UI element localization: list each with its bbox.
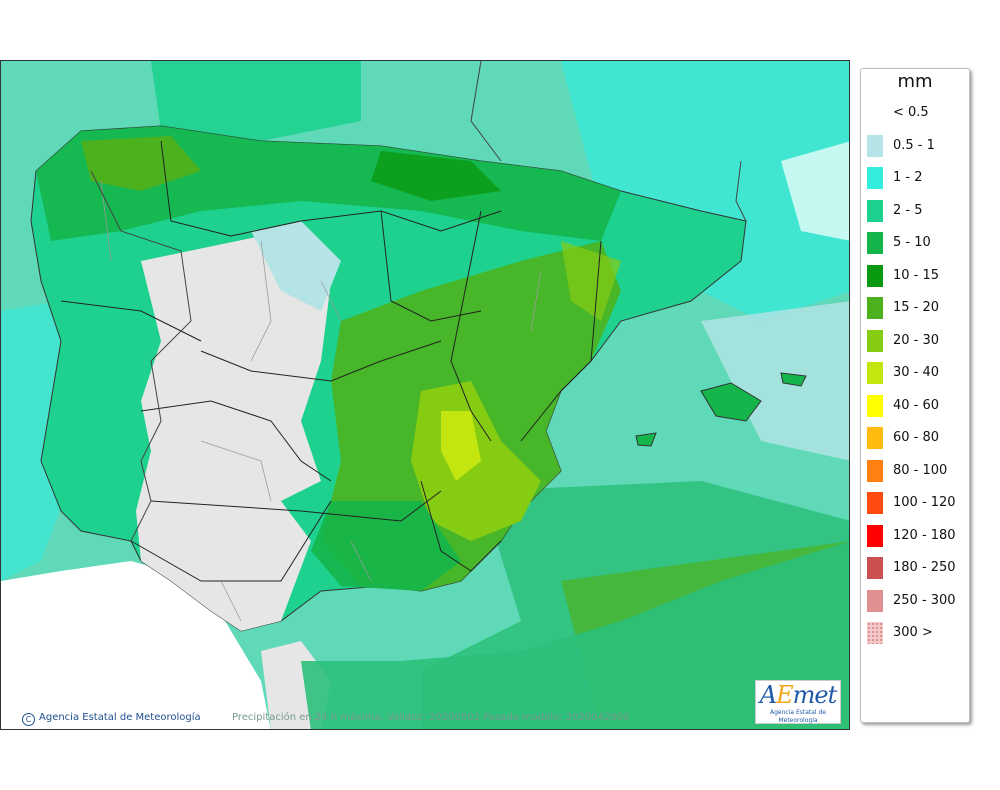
- sea-white-patch-ne: [781, 141, 849, 241]
- legend-swatch: [867, 297, 883, 319]
- legend-label: 250 - 300: [893, 592, 956, 608]
- regional-borders: [60, 140, 602, 582]
- legend-item: 30 - 40: [865, 362, 965, 384]
- legend-swatch: [867, 102, 883, 124]
- legend-item: 250 - 300: [865, 589, 965, 612]
- portugal-border: [90, 170, 192, 542]
- legend-label: 30 - 40: [893, 365, 940, 380]
- legend-swatch: [867, 622, 883, 644]
- legend-swatch: [867, 492, 883, 514]
- legend-item: 15 - 20: [865, 297, 965, 319]
- legend-swatch: [867, 524, 883, 547]
- cantabria-green: [371, 151, 501, 201]
- south-east-green: [311, 501, 461, 591]
- legend-item: 60 - 80: [865, 427, 965, 449]
- legend-label: 300 >: [893, 625, 933, 640]
- legend-label: 1 - 2: [893, 170, 923, 185]
- legend-label: 20 - 30: [893, 332, 940, 348]
- legend-swatch: [867, 394, 883, 417]
- legend-label: 5 - 10: [893, 235, 931, 250]
- light-cyan-patch-centre: [251, 221, 341, 311]
- galicia-green: [81, 136, 201, 191]
- legend-swatch: [867, 232, 883, 254]
- ibiza-island: [635, 432, 657, 447]
- legend-item: 100 - 120: [865, 492, 965, 514]
- legend-label: 15 - 20: [893, 300, 940, 315]
- france-east-coast: [735, 160, 747, 222]
- legend-swatch: [867, 589, 883, 612]
- legend-label: 120 - 180: [893, 527, 956, 543]
- legend-label: 180 - 250: [893, 560, 956, 575]
- credit-text: Agencia Estatal de Meteorología: [39, 712, 201, 723]
- precipitation-map: [0, 60, 850, 730]
- france-coast: [470, 61, 502, 162]
- legend-label: 100 - 120: [893, 495, 956, 510]
- sea-green-patch-n: [151, 61, 361, 141]
- sea-light-patch-e: [701, 301, 849, 461]
- legend-swatch: [867, 557, 883, 579]
- legend-label: 10 - 15: [893, 267, 940, 283]
- menorca-island: [780, 372, 807, 387]
- dry-interior-west: [136, 236, 331, 631]
- legend-swatch: [867, 329, 883, 352]
- logo-mark: AEmet: [759, 681, 837, 709]
- catalonia-yellowgreen: [561, 241, 621, 321]
- legend-item: 180 - 250: [865, 557, 965, 579]
- legend-label: 0.5 - 1: [893, 137, 935, 153]
- legend-item: 2 - 5: [865, 199, 965, 222]
- legend-unit: mm: [897, 71, 933, 92]
- sea-cyan-patch-ne: [561, 61, 849, 321]
- legend-swatch: [867, 134, 883, 157]
- legend-item: < 0.5: [865, 102, 965, 124]
- legend-swatch: [867, 264, 883, 287]
- africa-green-area: [301, 541, 849, 729]
- legend-item: 120 - 180: [865, 524, 965, 547]
- legend-label: 60 - 80: [893, 430, 940, 445]
- legend-item: 80 - 100: [865, 459, 965, 482]
- legend-label: 2 - 5: [893, 202, 923, 218]
- provincial-borders: [100, 180, 542, 622]
- levante-yellow-patch: [441, 411, 481, 481]
- legend-swatch: [867, 167, 883, 189]
- legend-swatch: [867, 362, 883, 384]
- map-caption: Precipitación en 24 h máxima. Validez: 2…: [232, 712, 630, 723]
- precipitation-legend: mm < 0.5 0.5 - 1 1 - 2 2 - 5 5 - 10 10 - 15 15…: [860, 68, 970, 723]
- legend-label: 40 - 60: [893, 397, 940, 413]
- agency-credit: C Agencia Estatal de Meteorología: [22, 712, 201, 726]
- legend-item: 300 >: [865, 622, 965, 644]
- legend-item: 20 - 30: [865, 329, 965, 352]
- legend-swatch: [867, 199, 883, 222]
- legend-label: < 0.5: [893, 105, 929, 120]
- legend-item: 40 - 60: [865, 394, 965, 417]
- legend-item: 5 - 10: [865, 232, 965, 254]
- aemet-logo: AEmet Agencia Estatal de Meteorología: [755, 680, 841, 724]
- legend-swatch: [867, 459, 883, 482]
- map-canvas: [1, 61, 849, 729]
- legend-label: 80 - 100: [893, 462, 948, 478]
- logo-subtitle: Agencia Estatal de Meteorología: [769, 709, 826, 724]
- mallorca-island: [700, 382, 762, 422]
- legend-item: 0.5 - 1: [865, 134, 965, 157]
- copyright-icon: C: [22, 713, 35, 726]
- legend-item: 1 - 2: [865, 167, 965, 189]
- legend-item: 10 - 15: [865, 264, 965, 287]
- legend-swatch: [867, 427, 883, 449]
